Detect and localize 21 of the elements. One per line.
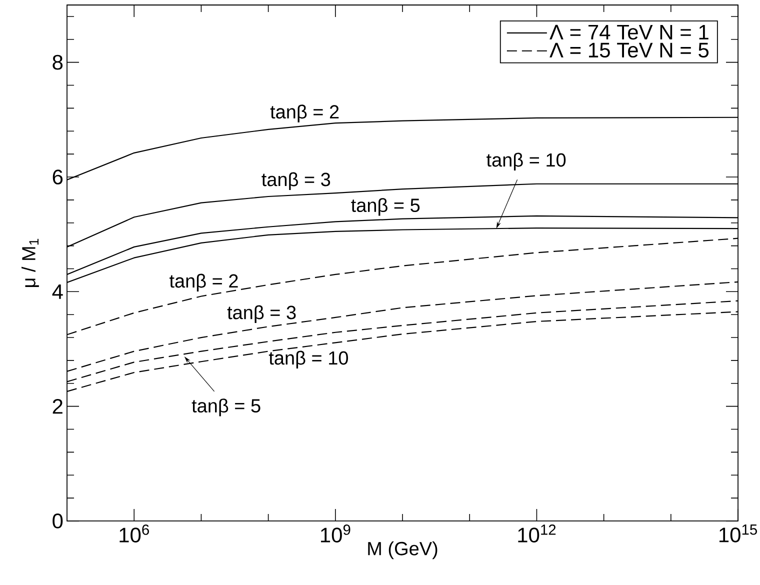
annotation: tanβ = 3 [262, 172, 330, 190]
legend-label: Λ = 15 TeV N = 5 [550, 42, 709, 58]
annotation: tanβ = 3 [227, 305, 296, 323]
annotation: tanβ = 5 [351, 198, 420, 216]
annotation: tanβ = 2 [270, 104, 339, 122]
y-tick-label: 8 [52, 54, 63, 70]
y-tick-label: 2 [52, 398, 62, 414]
x-axis-title: M (GeV) [368, 541, 438, 560]
x-tick-label: 10$^{6}$ [120, 524, 149, 543]
legend-label: Λ = 74 TeV N = 1 [550, 24, 708, 40]
x-tick-label: 10$^{9}$ [320, 524, 350, 543]
annotation: tanβ = 10 [268, 350, 348, 368]
y-tick-label: 0 [52, 514, 63, 528]
annotation: tanβ = 2 [169, 274, 238, 292]
y-tick-label: 6 [52, 170, 63, 184]
x-tick-label: 10$^{15}$ [720, 524, 757, 542]
x-tick-label: 10$^{12}$ [518, 524, 556, 543]
annotation: tanβ = 10 [486, 152, 566, 170]
annotation: tanβ = 5 [192, 398, 260, 416]
y-tick-label: 4 [52, 284, 63, 299]
y-axis-title: μ / M$_{1}$ [22, 238, 39, 287]
